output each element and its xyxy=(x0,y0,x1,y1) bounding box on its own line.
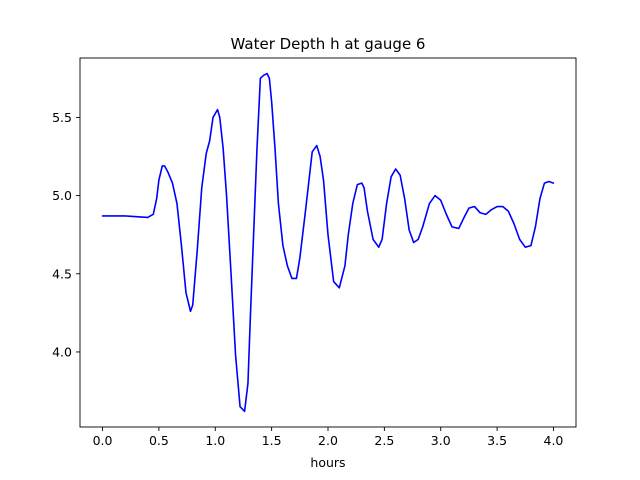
x-tick-label: 2.0 xyxy=(318,433,338,448)
x-tick-label: 2.5 xyxy=(374,433,394,448)
x-tick-label: 3.5 xyxy=(487,433,507,448)
x-axis-label: hours xyxy=(310,455,345,470)
plot-area: 0.0 0.5 1.0 1.5 2.0 2.5 3.0 3.5 4.0 4.0 4.5 5.0 5.5 xyxy=(52,57,577,448)
y-tick-label: 4.0 xyxy=(52,344,72,359)
x-tick-label: 1.0 xyxy=(205,433,225,448)
x-tick-label: 3.0 xyxy=(431,433,451,448)
x-tick-label: 0.5 xyxy=(149,433,169,448)
y-tick-label: 5.5 xyxy=(52,110,72,125)
x-tick-label: 0.0 xyxy=(93,433,113,448)
x-tick-label: 1.5 xyxy=(262,433,282,448)
y-tick-label: 5.0 xyxy=(52,188,72,203)
chart-title: Water Depth h at gauge 6 xyxy=(231,35,426,53)
y-tick-label: 4.5 xyxy=(52,266,72,281)
x-tick-label: 4.0 xyxy=(544,433,564,448)
series-line-0 xyxy=(101,72,555,413)
